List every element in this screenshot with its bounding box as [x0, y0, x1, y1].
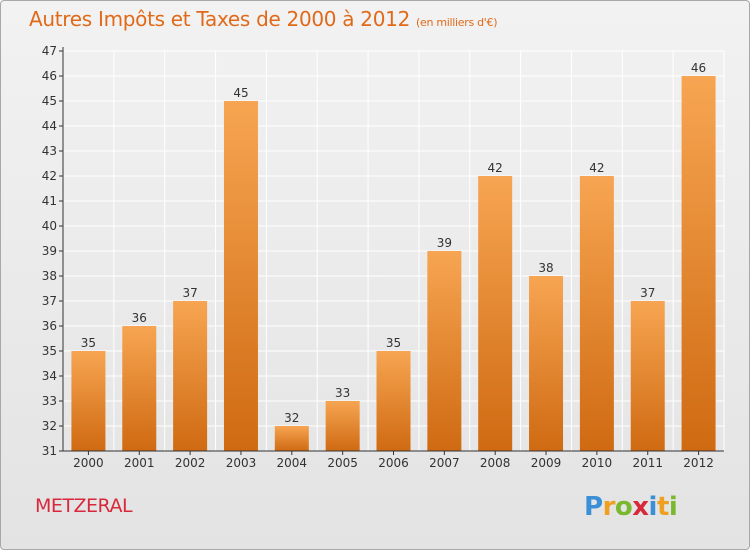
- y-tick-label: 32: [42, 419, 57, 433]
- bar-2006: [376, 351, 411, 451]
- bar-value-label: 42: [488, 161, 503, 175]
- bar-2009: [529, 276, 564, 451]
- chart-unit-note: (en milliers d'€): [416, 16, 498, 29]
- x-tick-label: 2000: [73, 456, 104, 470]
- x-tick-label: 2007: [429, 456, 460, 470]
- bar-value-label: 36: [132, 311, 147, 325]
- logo-letter: i: [648, 492, 658, 522]
- y-tick-label: 46: [42, 69, 57, 83]
- commune-name: METZERAL: [35, 495, 133, 517]
- x-tick-label: 2008: [480, 456, 511, 470]
- logo-letter: P: [584, 492, 603, 522]
- bar-2007: [427, 251, 462, 451]
- x-tick-label: 2004: [277, 456, 308, 470]
- y-tick-label: 39: [42, 244, 57, 258]
- axes: [59, 47, 724, 455]
- y-tick-label: 36: [42, 319, 57, 333]
- y-tick-label: 47: [42, 44, 57, 58]
- logo-letter: r: [602, 492, 616, 522]
- bar-value-label: 32: [284, 411, 299, 425]
- labels: 31 32 33 34 35 36 37 38 39 40 41 42 43 44 45 46 47 35 2000…: [42, 44, 714, 470]
- x-tick-label: 2005: [327, 456, 358, 470]
- proxiti-logo: Proxiti: [584, 492, 678, 522]
- y-tick-label: 35: [42, 344, 57, 358]
- bar-2003: [223, 101, 258, 451]
- y-tick-label: 34: [42, 369, 57, 383]
- bar-2008: [478, 176, 513, 451]
- logo-letter: x: [632, 492, 649, 522]
- y-tick-label: 44: [42, 119, 57, 133]
- bar-2001: [122, 326, 157, 451]
- x-tick-label: 2006: [378, 456, 409, 470]
- y-tick-label: 33: [42, 394, 57, 408]
- y-tick-label: 41: [42, 194, 57, 208]
- y-tick-label: 31: [42, 444, 57, 458]
- bar-value-label: 46: [691, 61, 706, 75]
- x-tick-label: 2011: [632, 456, 663, 470]
- logo-letter: o: [614, 492, 633, 522]
- bar-value-label: 35: [386, 336, 401, 350]
- x-tick-label: 2003: [226, 456, 257, 470]
- bar-2005: [325, 401, 360, 451]
- y-tick-label: 43: [42, 144, 57, 158]
- y-tick-label: 38: [42, 269, 57, 283]
- x-tick-label: 2001: [124, 456, 155, 470]
- x-tick-label: 2010: [582, 456, 613, 470]
- y-tick-label: 45: [42, 94, 57, 108]
- y-tick-label: 40: [42, 219, 57, 233]
- bar-value-label: 42: [589, 161, 604, 175]
- bar-value-label: 45: [233, 86, 248, 100]
- bar-value-label: 39: [437, 236, 452, 250]
- chart-title: Autres Impôts et Taxes de 2000 à 2012 (en…: [29, 7, 497, 31]
- bar-2012: [681, 76, 716, 451]
- logo-letter: i: [668, 492, 678, 522]
- chart-title-text: Autres Impôts et Taxes de 2000 à 2012: [29, 7, 410, 31]
- logo-letter: t: [656, 492, 669, 522]
- bar-value-label: 35: [81, 336, 96, 350]
- x-tick-label: 2009: [531, 456, 562, 470]
- x-tick-label: 2012: [683, 456, 714, 470]
- bar-value-label: 37: [640, 286, 655, 300]
- bar-value-label: 37: [182, 286, 197, 300]
- bar-2002: [173, 301, 208, 451]
- bars: [71, 76, 716, 451]
- bar-2000: [71, 351, 106, 451]
- bar-2004: [274, 426, 309, 451]
- bar-2010: [579, 176, 614, 451]
- bar-2011: [630, 301, 665, 451]
- bar-value-label: 33: [335, 386, 350, 400]
- bar-value-label: 38: [538, 261, 553, 275]
- y-tick-label: 37: [42, 294, 57, 308]
- x-tick-label: 2002: [175, 456, 206, 470]
- y-tick-label: 42: [42, 169, 57, 183]
